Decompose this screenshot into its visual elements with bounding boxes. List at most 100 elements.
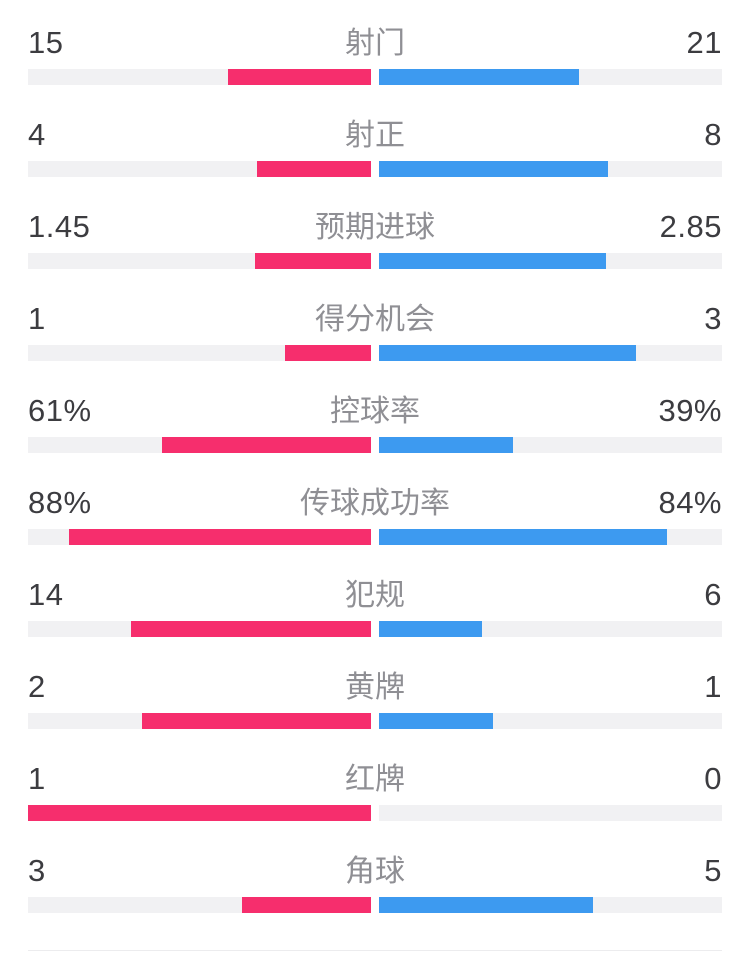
home-value: 61% (28, 393, 92, 428)
away-bar-fill (379, 437, 513, 453)
stat-bars (28, 805, 722, 821)
away-bar-track (379, 69, 722, 85)
stat-label: 控球率 (330, 395, 420, 428)
stat-row: 4 射正 8 (28, 117, 722, 209)
stat-bars (28, 253, 722, 269)
home-bar-fill (161, 437, 371, 453)
home-value: 4 (28, 117, 46, 152)
stat-header: 1 红牌 0 (28, 761, 722, 797)
stat-header: 4 射正 8 (28, 117, 722, 153)
stat-header: 3 角球 5 (28, 853, 722, 889)
stat-header: 1 得分机会 3 (28, 301, 722, 337)
home-bar-fill (130, 621, 371, 637)
home-bar-fill (242, 897, 371, 913)
away-bar-fill (379, 529, 668, 545)
home-bar-fill (285, 345, 371, 361)
home-bar-track (28, 437, 371, 453)
stat-header: 15 射门 21 (28, 25, 722, 61)
away-bar-fill (379, 253, 607, 269)
stat-label: 射门 (345, 27, 405, 60)
bottom-divider (28, 950, 722, 951)
stat-row: 2 黄牌 1 (28, 669, 722, 761)
stat-bars (28, 897, 722, 913)
stat-label: 犯规 (345, 579, 405, 612)
stats-list: 15 射门 21 4 射正 8 1. (28, 25, 722, 945)
home-bar-fill (255, 253, 371, 269)
away-bar-fill (379, 345, 637, 361)
away-value: 21 (686, 25, 722, 60)
stat-label: 传球成功率 (300, 487, 450, 520)
away-value: 8 (704, 117, 722, 152)
away-bar-track (379, 345, 722, 361)
stat-label: 黄牌 (345, 671, 405, 704)
away-bar-track (379, 805, 722, 821)
stat-label: 得分机会 (315, 303, 435, 336)
away-bar-track (379, 713, 722, 729)
away-bar-track (379, 621, 722, 637)
home-bar-track (28, 161, 371, 177)
stat-bars (28, 437, 722, 453)
away-bar-track (379, 161, 722, 177)
home-bar-fill (142, 713, 371, 729)
stat-row: 15 射门 21 (28, 25, 722, 117)
home-value: 88% (28, 485, 92, 520)
stat-bars (28, 529, 722, 545)
stat-row: 61% 控球率 39% (28, 393, 722, 485)
stat-label: 红牌 (345, 763, 405, 796)
away-bar-track (379, 437, 722, 453)
stat-label: 角球 (345, 855, 405, 888)
stat-label: 射正 (345, 119, 405, 152)
away-value: 1 (704, 669, 722, 704)
stat-header: 14 犯规 6 (28, 577, 722, 613)
away-bar-fill (379, 713, 494, 729)
home-value: 15 (28, 25, 64, 60)
home-value: 2 (28, 669, 46, 704)
home-value: 1 (28, 761, 46, 796)
away-bar-track (379, 253, 722, 269)
home-bar-track (28, 69, 371, 85)
away-value: 6 (704, 577, 722, 612)
away-value: 39% (658, 393, 722, 428)
away-value: 2.85 (659, 209, 722, 244)
away-bar-fill (379, 69, 579, 85)
home-bar-fill (227, 69, 371, 85)
away-bar-fill (379, 161, 608, 177)
home-bar-fill (69, 529, 371, 545)
stat-header: 2 黄牌 1 (28, 669, 722, 705)
stat-bars (28, 161, 722, 177)
home-bar-track (28, 253, 371, 269)
stat-header: 1.45 预期进球 2.85 (28, 209, 722, 245)
stat-bars (28, 621, 722, 637)
stat-row: 1 红牌 0 (28, 761, 722, 853)
home-bar-fill (28, 805, 371, 821)
away-value: 3 (704, 301, 722, 336)
home-bar-track (28, 897, 371, 913)
home-bar-track (28, 345, 371, 361)
away-bar-fill (379, 897, 594, 913)
home-bar-track (28, 713, 371, 729)
stat-label: 预期进球 (315, 211, 435, 244)
stat-row: 14 犯规 6 (28, 577, 722, 669)
stat-row: 3 角球 5 (28, 853, 722, 945)
home-bar-track (28, 621, 371, 637)
away-bar-track (379, 897, 722, 913)
home-value: 3 (28, 853, 46, 888)
stat-header: 88% 传球成功率 84% (28, 485, 722, 521)
home-value: 1 (28, 301, 46, 336)
stat-row: 88% 传球成功率 84% (28, 485, 722, 577)
stat-bars (28, 345, 722, 361)
stat-bars (28, 69, 722, 85)
away-value: 0 (704, 761, 722, 796)
stat-bars (28, 713, 722, 729)
home-bar-track (28, 805, 371, 821)
stat-row: 1.45 预期进球 2.85 (28, 209, 722, 301)
stat-header: 61% 控球率 39% (28, 393, 722, 429)
away-value: 5 (704, 853, 722, 888)
home-bar-fill (256, 161, 371, 177)
home-bar-track (28, 529, 371, 545)
home-value: 1.45 (28, 209, 91, 244)
away-bar-fill (379, 621, 482, 637)
home-value: 14 (28, 577, 64, 612)
away-bar-track (379, 529, 722, 545)
